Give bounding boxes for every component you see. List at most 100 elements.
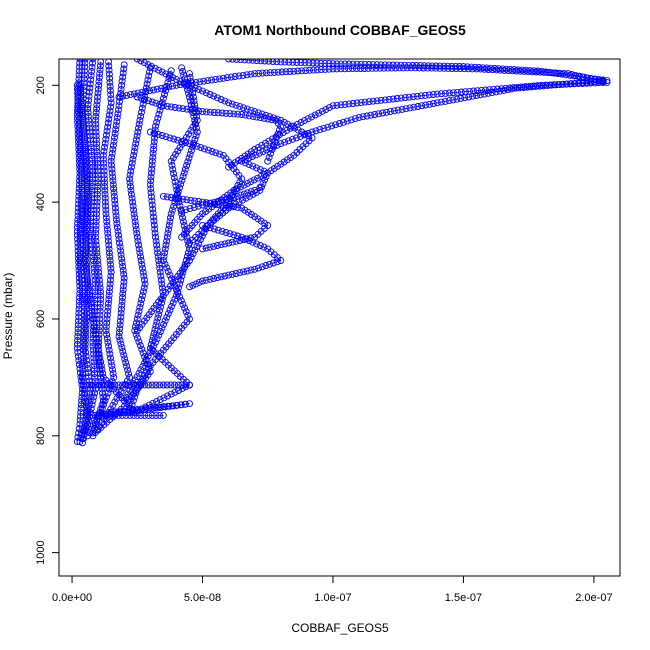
- data-point: [153, 335, 161, 343]
- data-point: [115, 411, 123, 419]
- data-point: [102, 210, 110, 218]
- data-point: [206, 199, 214, 207]
- data-point: [145, 411, 152, 419]
- data-point: [105, 292, 113, 300]
- data-point: [75, 67, 83, 75]
- data-point: [102, 206, 110, 214]
- data-point: [379, 109, 387, 117]
- data-point: [349, 60, 357, 68]
- data-point: [496, 66, 504, 74]
- data-point: [74, 212, 82, 220]
- data-point: [153, 118, 161, 126]
- data-point: [210, 275, 218, 282]
- data-point: [432, 64, 440, 72]
- data-point: [108, 165, 116, 173]
- data-point: [96, 303, 104, 311]
- data-point: [161, 84, 169, 92]
- data-point: [381, 96, 389, 104]
- data-point: [78, 202, 86, 210]
- data-point: [150, 138, 158, 146]
- data-point: [367, 111, 375, 119]
- data-point: [93, 253, 101, 261]
- data-point: [94, 186, 102, 194]
- data-point: [84, 101, 92, 108]
- data-point: [117, 251, 125, 259]
- data-point: [186, 140, 193, 148]
- data-point: [208, 76, 216, 84]
- data-point: [117, 305, 125, 313]
- data-point: [552, 69, 560, 77]
- data-point: [152, 233, 159, 241]
- data-point: [245, 59, 253, 64]
- data-point: [81, 140, 89, 148]
- data-point: [132, 389, 140, 397]
- data-point: [170, 135, 178, 143]
- data-point: [174, 188, 182, 195]
- data-point: [153, 318, 161, 326]
- data-point: [108, 153, 116, 161]
- data-point: [93, 198, 101, 206]
- data-point: [158, 324, 166, 332]
- data-point: [87, 303, 95, 311]
- data-point: [132, 330, 140, 338]
- data-point: [240, 268, 247, 276]
- data-point: [140, 272, 148, 280]
- data-point: [82, 237, 90, 245]
- data-point: [445, 89, 453, 97]
- data-point: [321, 65, 329, 73]
- data-point: [131, 393, 139, 401]
- data-point: [356, 65, 364, 72]
- data-point: [92, 225, 100, 233]
- data-point: [155, 331, 163, 339]
- data-point: [262, 262, 270, 269]
- data-point: [80, 342, 88, 350]
- data-point: [269, 259, 277, 267]
- data-point: [81, 257, 89, 264]
- data-point: [477, 65, 484, 73]
- data-point: [111, 204, 119, 212]
- data-point: [104, 299, 112, 307]
- data-point: [95, 323, 103, 331]
- data-point: [249, 59, 257, 64]
- data-point: [133, 381, 141, 389]
- data-point: [81, 253, 89, 261]
- data-point: [73, 231, 81, 239]
- data-point: [169, 82, 177, 90]
- data-point: [177, 180, 185, 188]
- data-point: [153, 85, 161, 93]
- data-point: [108, 149, 116, 157]
- data-point: [89, 249, 97, 257]
- data-point: [80, 75, 88, 83]
- data-point: [204, 146, 212, 154]
- data-point: [81, 327, 89, 335]
- data-point: [568, 71, 576, 78]
- data-point: [167, 194, 175, 201]
- data-point: [134, 128, 142, 136]
- plot-area: [73, 59, 611, 447]
- data-point: [90, 319, 98, 327]
- data-point: [129, 202, 137, 210]
- data-point: [110, 188, 118, 196]
- data-point: [89, 397, 97, 405]
- data-point: [146, 128, 154, 136]
- data-point: [402, 105, 410, 113]
- data-point: [79, 292, 87, 300]
- data-point: [103, 311, 111, 319]
- data-point: [80, 338, 88, 346]
- data-point: [168, 302, 176, 310]
- data-point: [474, 87, 481, 95]
- data-point: [195, 86, 203, 93]
- data-point: [92, 381, 99, 389]
- data-point: [92, 109, 100, 116]
- data-point: [92, 218, 100, 226]
- data-point: [92, 237, 100, 245]
- data-point: [91, 268, 98, 276]
- data-point: [149, 205, 157, 213]
- data-point: [89, 432, 97, 440]
- data-point: [103, 393, 110, 401]
- data-point: [141, 96, 149, 103]
- data-point: [146, 181, 154, 189]
- data-point: [116, 239, 123, 247]
- data-point: [81, 59, 89, 63]
- data-point: [218, 196, 226, 204]
